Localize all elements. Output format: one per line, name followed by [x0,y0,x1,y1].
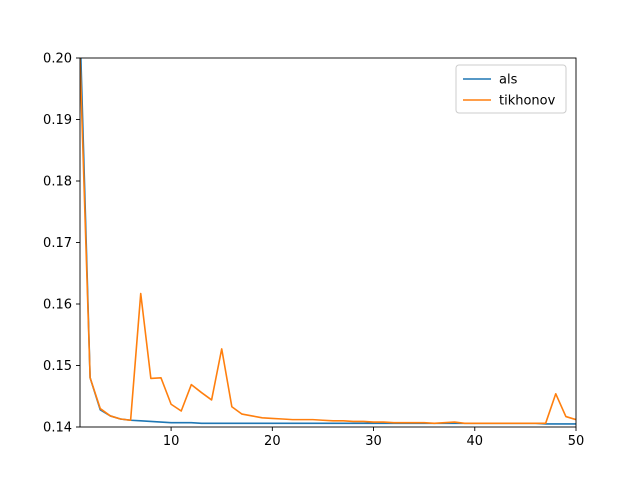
plot-lines [80,58,576,425]
series-line-tikhonov [80,58,576,425]
x-tick-label: 50 [568,434,585,449]
legend-label-als: als [499,73,518,88]
y-tick-label: 0.14 [43,421,72,436]
x-tick-label: 40 [467,434,484,449]
legend: als tikhonov [455,64,567,114]
legend-label-tikhonov: tikhonov [499,94,556,109]
x-tick-label: 20 [264,434,281,449]
x-tick-label: 10 [163,434,180,449]
y-tick-label: 0.19 [43,113,72,128]
y-tick-label: 0.18 [43,175,72,190]
y-tick-label: 0.20 [43,52,72,67]
x-tick-label: 30 [365,434,382,449]
y-tick-label: 0.16 [43,298,72,313]
axes: 10 20 30 40 50 0.14 0.15 0.16 0.17 0.18 0.19 0.20 [43,52,584,450]
legend-box [455,64,567,114]
y-tick-label: 0.15 [43,359,72,374]
y-tick-label: 0.17 [43,236,72,251]
